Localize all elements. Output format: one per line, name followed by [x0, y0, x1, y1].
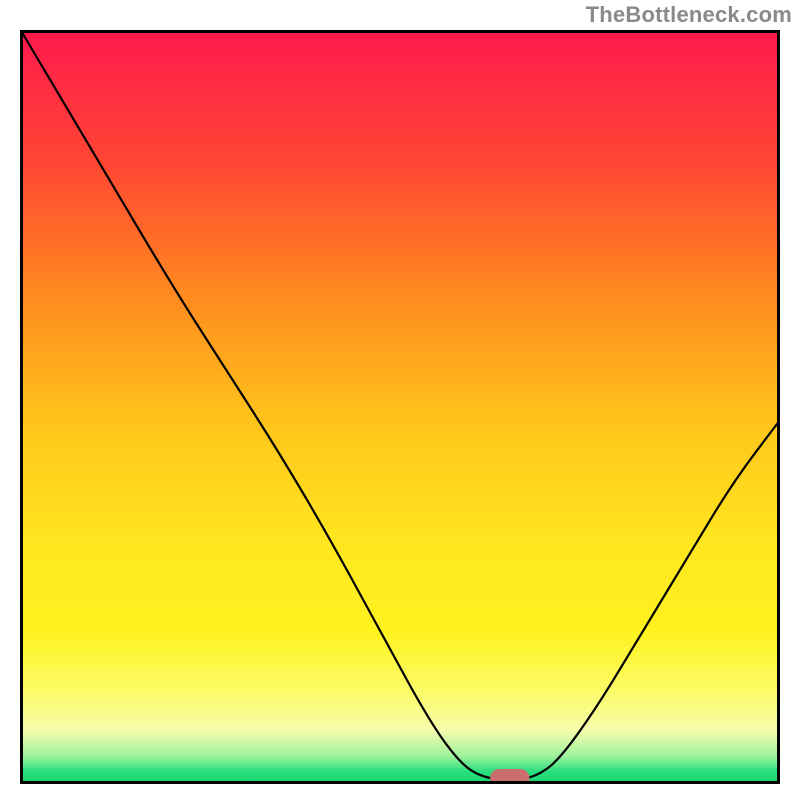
chart-svg — [20, 30, 780, 784]
watermark-text: TheBottleneck.com — [586, 2, 792, 28]
chart-container: TheBottleneck.com — [0, 0, 800, 800]
plot-area — [20, 30, 780, 784]
gradient-background — [22, 32, 779, 783]
